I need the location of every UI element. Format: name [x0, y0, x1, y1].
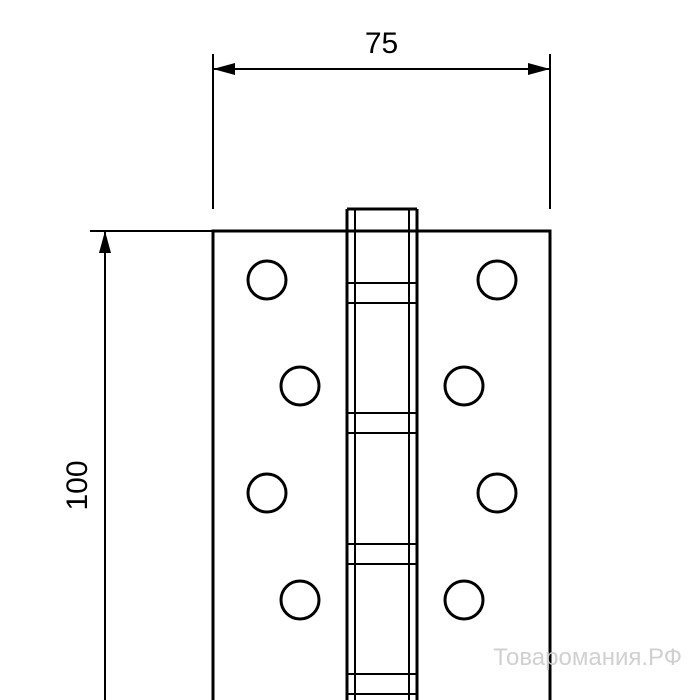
dimension-height-label: 100 — [61, 460, 94, 510]
screw-hole — [445, 367, 483, 405]
dimension-width-label: 75 — [365, 27, 398, 60]
screw-hole — [478, 261, 516, 299]
screw-hole — [445, 581, 483, 619]
hinge-technical-drawing: 75 100 — [0, 0, 700, 700]
screw-hole — [478, 474, 516, 512]
screw-hole — [248, 261, 286, 299]
hinge-body — [213, 209, 550, 700]
screw-hole — [281, 581, 319, 619]
screw-hole — [248, 474, 286, 512]
screw-hole — [281, 367, 319, 405]
